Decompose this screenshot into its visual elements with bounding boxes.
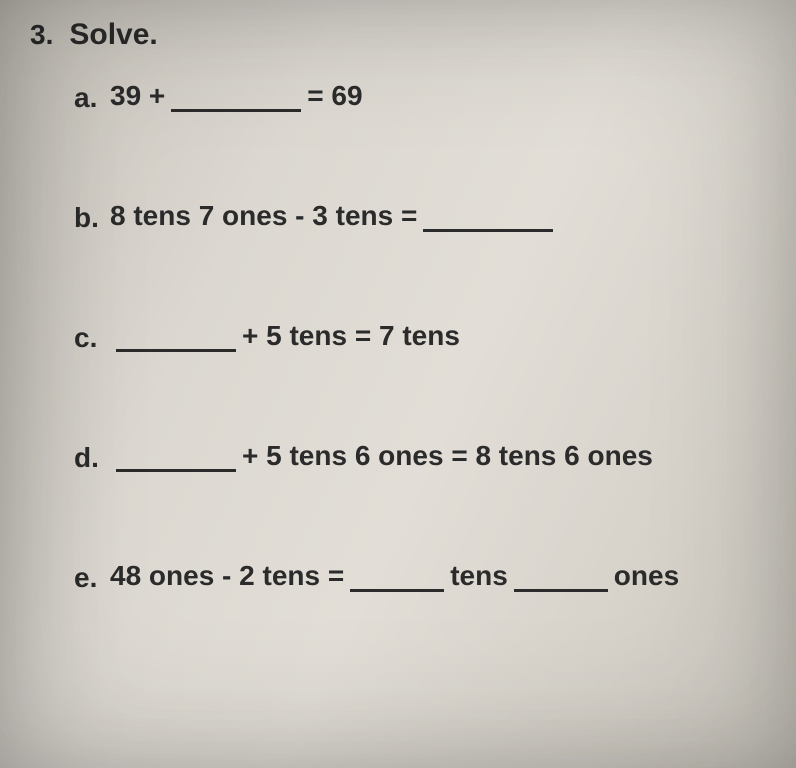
item-e-blank-ones[interactable]: [514, 563, 608, 592]
item-d-label: d.: [74, 444, 110, 472]
item-b: b. 8 tens 7 ones - 3 tens =: [74, 202, 766, 232]
question-header: 3. Solve.: [30, 18, 766, 52]
item-e-left: 48 ones - 2 tens =: [110, 562, 344, 592]
item-c-equation: + 5 tens = 7 tens: [110, 322, 460, 352]
item-c-label: c.: [74, 324, 110, 352]
item-e-equation: 48 ones - 2 tens = tens ones: [110, 562, 679, 592]
item-b-equation: 8 tens 7 ones - 3 tens =: [110, 202, 559, 232]
item-e-mid: tens: [450, 562, 508, 592]
paper-vignette: [0, 0, 796, 768]
item-c-right: + 5 tens = 7 tens: [242, 322, 460, 352]
item-e: e. 48 ones - 2 tens = tens ones: [74, 562, 766, 592]
item-d-blank[interactable]: [116, 443, 236, 472]
item-d-equation: + 5 tens 6 ones = 8 tens 6 ones: [110, 442, 653, 472]
question-prompt: Solve.: [69, 18, 157, 52]
item-a-right: = 69: [307, 82, 362, 112]
item-b-left: 8 tens 7 ones - 3 tens =: [110, 202, 417, 232]
item-a: a. 39 + = 69: [74, 82, 766, 112]
item-b-label: b.: [74, 204, 110, 232]
item-a-equation: 39 + = 69: [110, 82, 363, 112]
item-b-blank[interactable]: [423, 203, 553, 232]
item-a-label: a.: [74, 84, 110, 112]
item-c: c. + 5 tens = 7 tens: [74, 322, 766, 352]
item-e-label: e.: [74, 564, 110, 592]
item-a-blank[interactable]: [171, 83, 301, 112]
item-c-blank[interactable]: [116, 323, 236, 352]
item-e-right: ones: [614, 562, 679, 592]
question-number: 3.: [30, 19, 53, 51]
worksheet-page: 3. Solve. a. 39 + = 69 b. 8 tens 7 ones …: [0, 0, 796, 768]
item-e-blank-tens[interactable]: [350, 563, 444, 592]
item-d: d. + 5 tens 6 ones = 8 tens 6 ones: [74, 442, 766, 472]
item-a-left: 39 +: [110, 82, 165, 112]
item-d-right: + 5 tens 6 ones = 8 tens 6 ones: [242, 442, 653, 472]
